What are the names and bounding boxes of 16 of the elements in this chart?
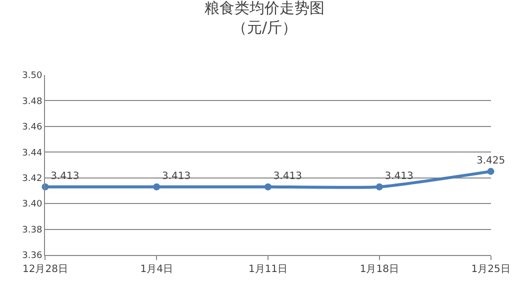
y-tick-label: 3.46 [22, 122, 42, 133]
x-tick-label: 1月25日 [471, 264, 510, 275]
y-tick-label: 3.42 [22, 174, 42, 184]
x-tick-label: 1月18日 [360, 264, 399, 275]
x-tick-label: 1月4日 [140, 264, 173, 275]
chart-title: 粮食类均价走势图 [204, 0, 324, 17]
y-tick-label: 3.40 [22, 200, 42, 210]
y-tick-label: 3.44 [22, 148, 42, 158]
y-tick-label: 3.38 [22, 225, 42, 236]
y-tick-label: 3.48 [22, 96, 42, 107]
y-tick-label: 3.50 [22, 71, 42, 82]
y-tick-label: 3.36 [22, 251, 42, 262]
data-label: 3.425 [476, 156, 506, 167]
x-tick-label: 1月11日 [248, 264, 288, 275]
x-tick-label: 12月28日 [22, 264, 68, 275]
chart-subtitle: （元/斤） [232, 18, 298, 36]
